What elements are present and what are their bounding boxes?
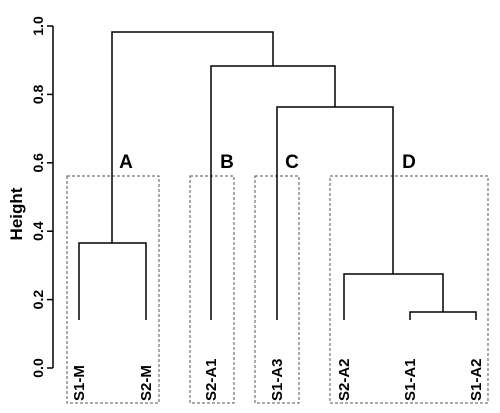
leaf-label: S1-A1 (402, 358, 419, 401)
y-tick-label: 0.6 (30, 153, 46, 173)
branch-merge-d (343, 273, 444, 320)
y-axis-title: Height (7, 187, 26, 240)
y-tick-label: 0.2 (30, 290, 46, 310)
cluster-box-b (189, 175, 235, 404)
cluster-label-a: A (119, 152, 133, 173)
branch-merge-s1a1-s1a2 (409, 311, 477, 320)
y-tick-label: 0.0 (30, 358, 46, 378)
branch-merge-root (111, 31, 274, 243)
y-axis-tick-labels: 0.0 0.2 0.4 0.6 0.8 1.0 (30, 16, 46, 378)
leaf-label: S2-M (138, 365, 155, 401)
y-tick-label: 1.0 (30, 16, 46, 36)
branch-merge-c-d (276, 106, 394, 320)
cluster-box-d (329, 175, 489, 404)
y-tick-label: 0.4 (30, 221, 46, 241)
leaf-label: S2-A2 (336, 358, 353, 401)
branch-merge-b-cd (210, 65, 336, 320)
y-axis-ticks (47, 25, 53, 369)
cluster-box-a (66, 175, 160, 404)
leaf-label: S2-A1 (203, 358, 220, 401)
dendrogram-branches (78, 31, 477, 320)
y-axis: 0.0 0.2 0.4 0.6 0.8 1.0 Height (7, 16, 54, 378)
leaf-label: S1-A3 (269, 358, 286, 401)
cluster-labels: A B C D (119, 152, 416, 173)
leaf-labels: S1-M S2-M S2-A1 S1-A3 S2-A2 S1-A1 S1-A2 (71, 358, 485, 401)
leaf-label: S1-A2 (468, 358, 485, 401)
cluster-label-b: B (220, 152, 234, 173)
y-tick-label: 0.8 (30, 84, 46, 104)
leaf-label: S1-M (71, 365, 88, 401)
cluster-label-d: D (402, 152, 416, 173)
cluster-label-c: C (285, 152, 299, 173)
branch-merge-a (78, 242, 147, 320)
